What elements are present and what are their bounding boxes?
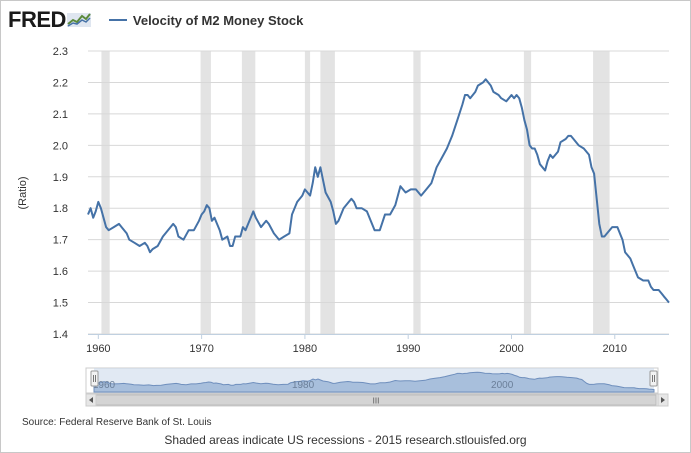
y-tick-label: 1.5 <box>53 298 68 310</box>
chart-header: FRED Velocity of M2 Money Stock <box>8 6 303 34</box>
x-tick-label: 2000 <box>499 343 523 355</box>
fred-logo-text: FRED <box>8 7 66 32</box>
chevron-right-icon <box>661 397 665 403</box>
x-tick-label: 1960 <box>86 343 110 355</box>
recession-band <box>101 51 110 334</box>
scroll-left-button[interactable] <box>85 393 97 407</box>
y-tick-label: 1.9 <box>53 172 68 184</box>
y-tick-label: 2.3 <box>53 46 68 58</box>
series-line-group <box>87 78 670 304</box>
y-tick-label: 1.6 <box>53 266 68 278</box>
scrollbar[interactable]: III <box>85 393 669 407</box>
recession-band <box>593 51 610 334</box>
x-axis-ticks: 1960 1970 1980 1990 2000 2010 <box>86 334 627 355</box>
recession-note: Shaded areas indicate US recessions - 20… <box>164 433 527 447</box>
x-tick-label: 1980 <box>293 343 317 355</box>
recession-band <box>241 51 256 334</box>
y-tick-label: 2.1 <box>53 109 68 121</box>
navigator-handle-left[interactable] <box>90 370 99 387</box>
legend-label: Velocity of M2 Money Stock <box>132 12 304 28</box>
y-tick-label: 1.8 <box>53 203 68 215</box>
recession-band <box>523 51 532 334</box>
series-line[interactable] <box>87 78 670 304</box>
legend[interactable]: Velocity of M2 Money Stock <box>108 12 304 28</box>
x-tick-label: 1970 <box>189 343 213 355</box>
navigator-labels: 1960 1980 2000 <box>93 380 514 391</box>
scroll-right-button[interactable] <box>657 393 669 407</box>
source-note: Source: Federal Reserve Bank of St. Loui… <box>22 417 212 428</box>
gridlines <box>88 50 669 335</box>
x-tick-label: 1990 <box>396 343 420 355</box>
y-axis-title: (Ratio) <box>17 176 29 209</box>
recession-bands <box>101 51 610 334</box>
navigator-label: 1960 <box>93 380 116 391</box>
recession-band <box>320 51 335 334</box>
y-tick-label: 2.2 <box>53 77 68 89</box>
legend-swatch <box>108 19 127 21</box>
fred-chart-icon <box>66 13 91 27</box>
fred-logo[interactable]: FRED <box>8 7 91 33</box>
y-tick-label: 2.0 <box>53 140 68 152</box>
recession-band <box>200 51 211 334</box>
recession-band <box>413 51 421 334</box>
x-tick-label: 2010 <box>603 343 627 355</box>
chevron-left-icon <box>89 397 93 403</box>
y-tick-label: 1.4 <box>53 329 68 341</box>
scrollbar-grip: III <box>373 397 380 406</box>
navigator-label: 2000 <box>491 380 514 391</box>
navigator-series-area <box>93 371 655 393</box>
y-axis-ticks: 1.4 1.5 1.6 1.7 1.8 1.9 2.0 2.1 2.2 2.3 <box>53 46 68 341</box>
navigator-handle-right[interactable] <box>649 370 658 387</box>
navigator[interactable]: 1960 1980 2000 <box>85 367 659 394</box>
navigator-label: 1980 <box>292 380 315 391</box>
y-tick-label: 1.7 <box>53 235 68 247</box>
